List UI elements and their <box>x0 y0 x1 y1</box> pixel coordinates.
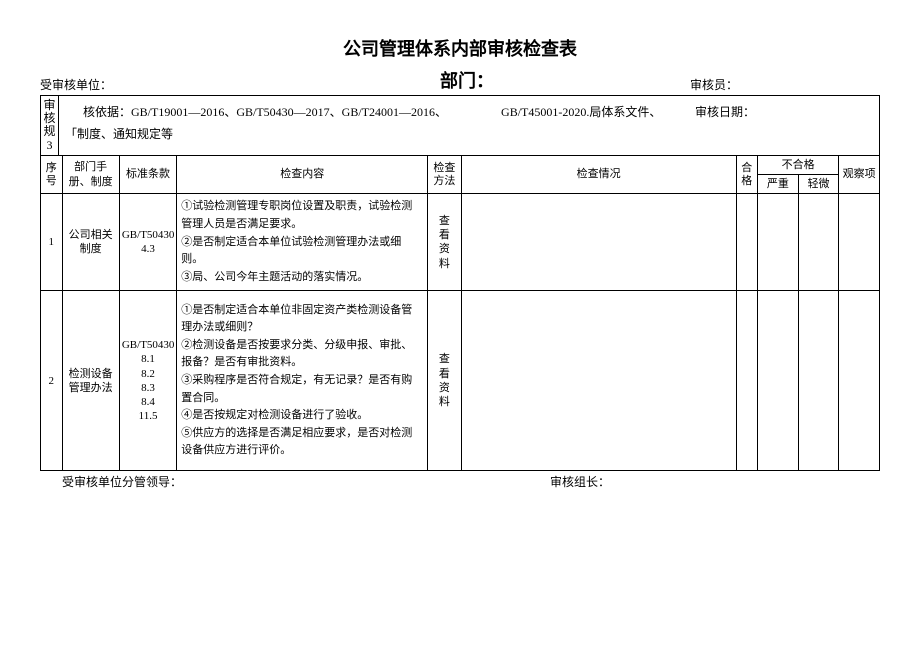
cell-empty <box>839 291 880 471</box>
cell-empty <box>839 194 880 291</box>
table-row: 2检测设备管理办法GB/T504308.18.28.38.411.5①是否制定适… <box>41 291 880 471</box>
col-minor: 轻微 <box>798 175 839 194</box>
footer-row: 受审核单位分管领导： 审核组长： <box>40 473 880 490</box>
cell-empty <box>758 194 799 291</box>
basis-line2: 「制度、通知规定等 <box>65 124 875 146</box>
cell-content: ①是否制定适合本单位非固定资产类检测设备管理办法或细则？②检测设备是否按要求分类… <box>177 291 428 471</box>
cell-empty <box>736 291 758 471</box>
cell-dept: 检测设备管理办法 <box>62 291 119 471</box>
cell-std: GB/T504304.3 <box>119 194 176 291</box>
auditor-label: 审核员： <box>690 76 880 93</box>
audit-date-label: 审核日期： <box>695 102 875 124</box>
basis-content: 核依据：GB/T19001—2016、GB/T50430—2017、GB/T24… <box>59 96 879 155</box>
cell-empty <box>461 291 736 471</box>
cell-dept: 公司相关制度 <box>62 194 119 291</box>
cell-empty <box>758 291 799 471</box>
basis-side-label: 审核规3 审核规3 <box>41 96 59 155</box>
leader-label: 受审核单位分管领导： <box>40 473 460 490</box>
cell-empty <box>798 194 839 291</box>
basis-text: GB/T19001—2016、GB/T50430—2017、GB/T24001—… <box>131 105 447 119</box>
teamlead-label: 审核组长： <box>460 473 880 490</box>
cell-method: 查看资料 <box>428 291 461 471</box>
col-situation: 检查情况 <box>461 155 736 194</box>
cell-content: ①试验检测管理专职岗位设置及职责，试验检测管理人员是否满足要求。②是否制定适合本… <box>177 194 428 291</box>
cell-std: GB/T504308.18.28.38.411.5 <box>119 291 176 471</box>
basis-box: 审核规3 审核规3 核依据：GB/T19001—2016、GB/T50430—2… <box>40 95 880 155</box>
cell-empty <box>736 194 758 291</box>
basis-gb: GB/T45001-2020.局体系文件、 <box>501 105 661 119</box>
table-row: 1公司相关制度GB/T504304.3①试验检测管理专职岗位设置及职责，试验检测… <box>41 194 880 291</box>
header-row: 受审核单位： 部门： 审核员： <box>40 67 880 93</box>
unit-label: 受审核单位： <box>40 76 350 93</box>
col-severe: 严重 <box>758 175 799 194</box>
col-nonconform: 不合格 <box>758 155 839 174</box>
page-title: 公司管理体系内部审核检查表 <box>40 35 880 61</box>
cell-seq: 1 <box>41 194 63 291</box>
col-method: 检查方法 <box>428 155 461 194</box>
col-dept: 部门手册、制度 <box>62 155 119 194</box>
dept-label: 部门： <box>350 67 690 93</box>
cell-method: 查看资料 <box>428 194 461 291</box>
col-content: 检查内容 <box>177 155 428 194</box>
col-std: 标准条款 <box>119 155 176 194</box>
col-pass: 合格 <box>736 155 758 194</box>
cell-empty <box>798 291 839 471</box>
basis-prefix: 核依据： <box>65 105 131 119</box>
col-observe: 观察项 <box>839 155 880 194</box>
cell-empty <box>461 194 736 291</box>
cell-seq: 2 <box>41 291 63 471</box>
col-seq: 序号 <box>41 155 63 194</box>
checklist-table: 序号 部门手册、制度 标准条款 检查内容 检查方法 检查情况 合格 不合格 观察… <box>40 155 880 472</box>
